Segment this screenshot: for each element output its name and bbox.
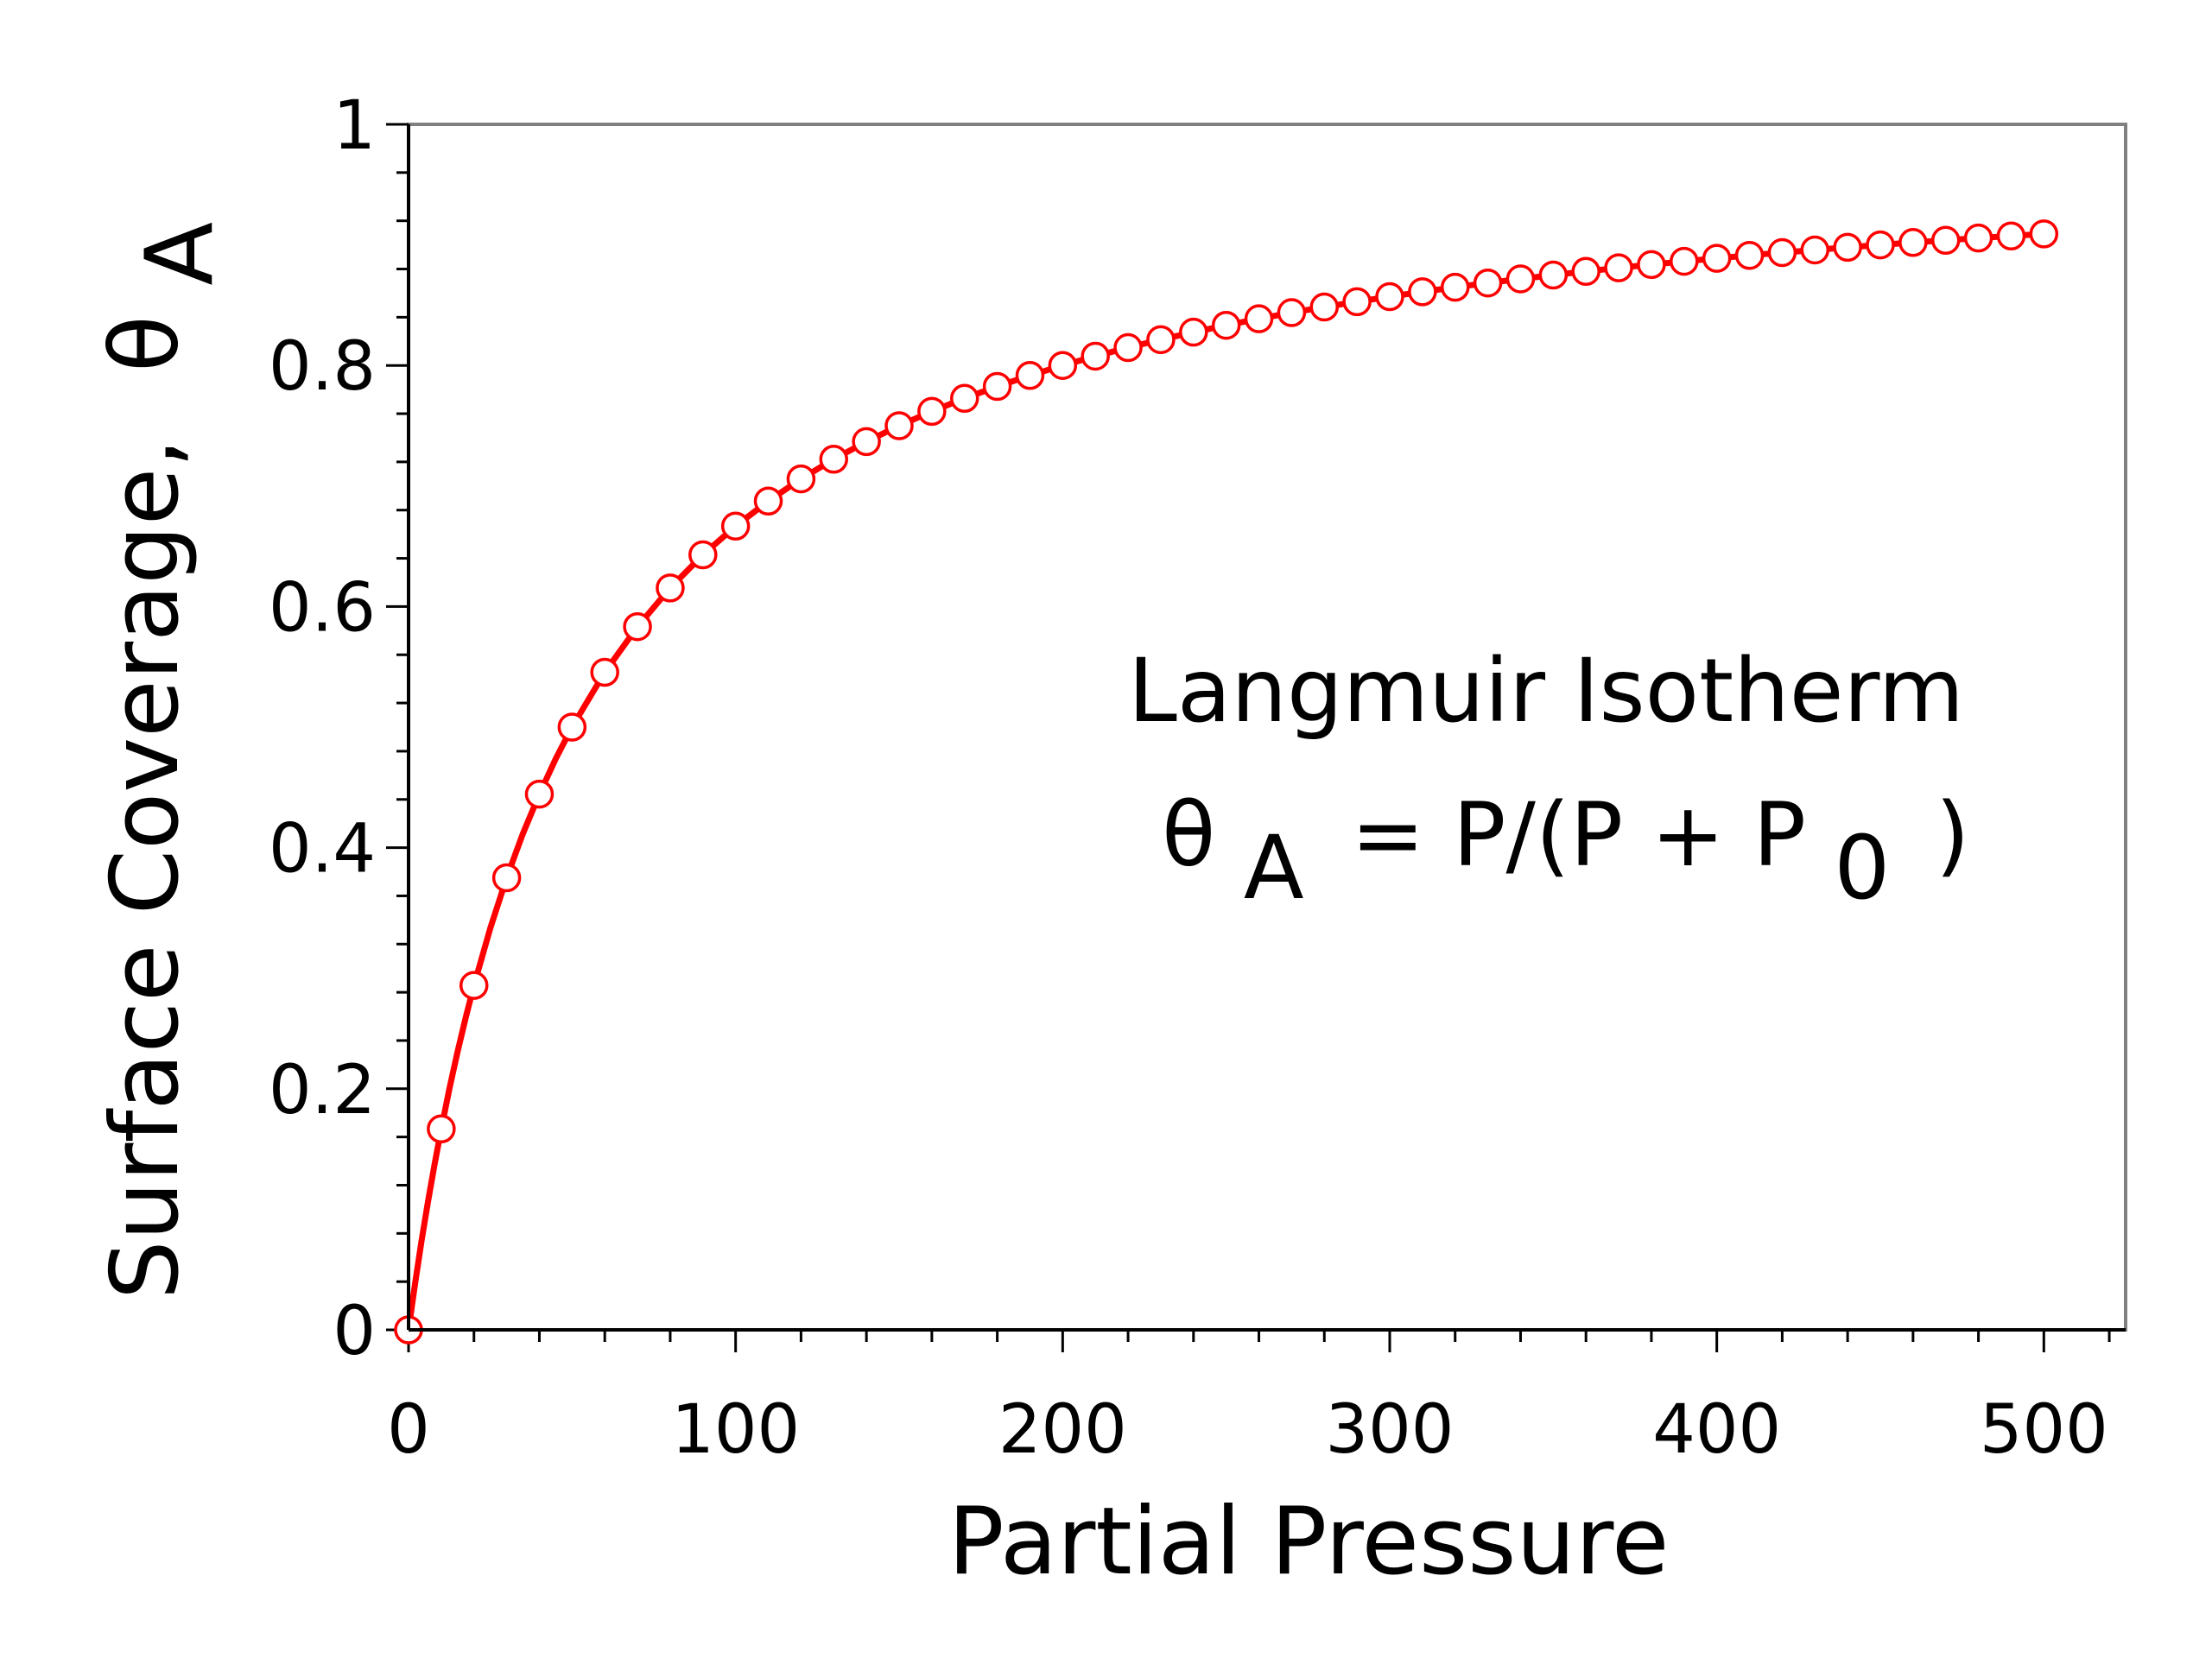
data-point	[1179, 317, 1208, 347]
x-tick-label: 100	[671, 1391, 800, 1469]
data-point	[819, 445, 849, 474]
annotation-close-paren: )	[1936, 784, 1970, 887]
data-point	[656, 573, 685, 603]
y-axis-label-subscript: A	[126, 222, 234, 286]
data-point	[1996, 221, 2026, 251]
data-point	[1833, 232, 1862, 263]
data-point	[1604, 253, 1633, 282]
data-point	[753, 486, 783, 516]
annotation-p0-sub: 0	[1834, 817, 1890, 920]
data-point	[1113, 332, 1143, 363]
annotation-theta: θ	[1162, 784, 1215, 887]
data-point	[852, 427, 881, 457]
tick-labels: 0 100 200 300 400 500 0 0.2 0.4 0.6 0.8 1	[269, 87, 2108, 1469]
data-point	[557, 712, 587, 742]
data-point	[1081, 341, 1110, 371]
annotation-title: Langmuir Isotherm	[1128, 640, 1964, 743]
annotation-equation: θ A = P/(P + P 0 )	[1162, 784, 1970, 920]
y-tick-label: 0	[333, 1293, 376, 1370]
data-point	[949, 383, 979, 414]
x-tick-label: 200	[998, 1391, 1127, 1469]
data-point	[1015, 361, 1045, 390]
data-point	[1898, 228, 1928, 257]
data-point	[1702, 244, 1732, 273]
data-point	[1505, 264, 1536, 294]
data-point	[1670, 246, 1699, 276]
data-point	[1440, 272, 1470, 302]
data-point	[1866, 230, 1895, 260]
data-point	[427, 1114, 456, 1144]
x-tick-label: 500	[1980, 1391, 2108, 1469]
data-point	[1408, 277, 1437, 307]
data-point	[1342, 287, 1372, 317]
data-point	[590, 657, 619, 687]
y-tick-label: 1	[333, 87, 376, 165]
series-layer	[394, 219, 2059, 1345]
data-point	[1048, 351, 1078, 380]
data-point	[1244, 304, 1274, 333]
data-point	[1211, 310, 1241, 340]
x-axis-label: Partial Pressure	[948, 1488, 1670, 1596]
data-point	[459, 971, 489, 1000]
x-tick-label: 0	[387, 1391, 430, 1469]
data-point	[1800, 235, 1830, 265]
data-point	[1309, 292, 1340, 322]
data-point	[1963, 223, 1993, 253]
data-point	[1473, 268, 1503, 298]
data-point	[491, 863, 522, 893]
x-tick-label: 300	[1326, 1391, 1455, 1469]
data-point	[688, 540, 718, 570]
x-tick-label: 400	[1652, 1391, 1781, 1469]
data-point	[720, 511, 751, 541]
data-point	[2029, 219, 2059, 249]
y-tick-label: 0.2	[269, 1052, 376, 1130]
y-tick-label: 0.4	[269, 811, 376, 889]
y-tick-label: 0.8	[269, 328, 376, 406]
data-point	[917, 396, 947, 427]
data-point	[786, 464, 816, 494]
data-point	[1930, 225, 1961, 256]
annotation-eq-middle: = P/(P + P	[1351, 784, 1806, 887]
data-point	[1277, 298, 1307, 327]
y-axis-label: Surface Coverage, θ A	[92, 222, 234, 1300]
data-point	[982, 371, 1012, 402]
data-point	[623, 611, 652, 642]
data-point	[1538, 260, 1569, 290]
data-point	[524, 779, 555, 809]
data-point	[1767, 237, 1797, 268]
y-tick-label: 0.6	[269, 569, 376, 647]
data-point	[884, 411, 914, 440]
data-point	[1375, 282, 1404, 312]
y-axis-label-text: Surface Coverage, θ A	[92, 222, 234, 1300]
annotation-theta-sub: A	[1244, 817, 1304, 920]
y-axis-label-theta: θ	[92, 315, 200, 372]
data-point	[1734, 240, 1765, 270]
axis-ticks	[386, 123, 2111, 1352]
data-point	[1146, 325, 1176, 355]
data-point	[1637, 250, 1666, 280]
y-axis-label-main: Surface Coverage,	[92, 438, 200, 1300]
axes-layer	[407, 124, 2126, 1332]
data-point	[1571, 256, 1600, 287]
